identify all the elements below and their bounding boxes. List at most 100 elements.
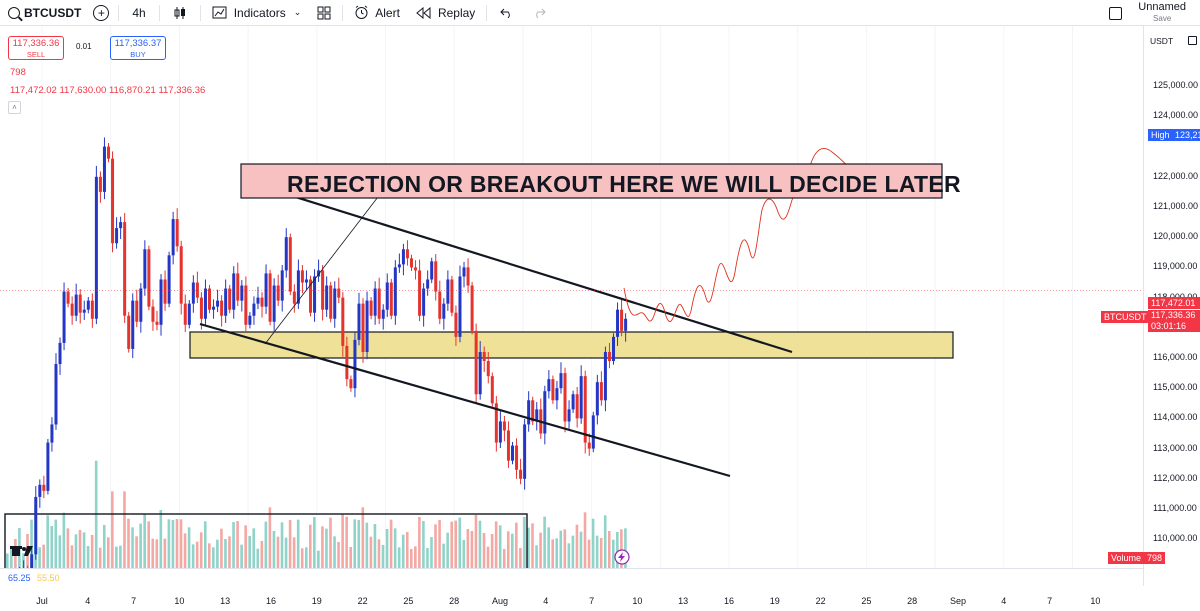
separator: [342, 4, 344, 21]
time-axis-label: 10: [1090, 596, 1101, 606]
time-axis[interactable]: Jul 4 7 10 13 16 19 22 25 28 Aug 4 7 10 13 16 19 22 25 28 Se…: [0, 596, 1143, 611]
volume-bar: [559, 530, 563, 568]
time-axis-label: 7: [589, 596, 595, 606]
candle-body: [46, 442, 50, 491]
candle-body: [466, 267, 470, 286]
volume-bar: [478, 520, 482, 568]
candle-body: [341, 297, 345, 346]
candle-body: [579, 376, 583, 419]
volume-bar: [50, 526, 54, 568]
candle-body: [248, 315, 252, 325]
volume-bar: [167, 519, 171, 568]
candle-body: [78, 294, 82, 313]
symbol-name: BTCUSDT: [24, 5, 82, 20]
volume-bar: [288, 520, 292, 568]
volume-bar: [296, 519, 300, 568]
candle-body: [478, 351, 482, 395]
undo-button[interactable]: [490, 0, 523, 26]
volume-bar: [304, 547, 308, 568]
volume-bar: [244, 525, 247, 568]
volume-bar: [58, 535, 62, 568]
candle-body: [377, 288, 381, 319]
buy-button[interactable]: 117,336.37 BUY: [110, 36, 166, 60]
candle-body: [304, 279, 308, 283]
volume-bar: [111, 491, 114, 568]
price-chart[interactable]: REJECTION OR BREAKOUT HERE WE WILL DECID…: [0, 26, 1143, 568]
volume-bar: [62, 512, 66, 568]
candle-body: [179, 246, 183, 304]
candle-body: [232, 273, 236, 310]
price-axis-label: 119,000.00: [1153, 261, 1198, 272]
volume-bar: [418, 517, 421, 568]
volume-bar: [135, 536, 138, 568]
candle-body: [240, 285, 244, 301]
time-axis-label: 28: [449, 596, 460, 606]
volume-bar: [54, 519, 58, 568]
candle-body: [422, 288, 426, 316]
candle-body: [349, 379, 353, 389]
candle-body: [296, 270, 300, 304]
price-axis-label: 125,000.00: [1153, 80, 1199, 91]
candle-body: [216, 300, 220, 307]
volume-bar: [82, 532, 86, 568]
volume-bar: [579, 531, 583, 568]
time-axis-label: 22: [357, 596, 368, 606]
alert-button[interactable]: Alert: [346, 0, 408, 26]
volume-bar: [115, 546, 118, 568]
volume-bar: [102, 525, 106, 568]
volume-bar: [410, 549, 413, 568]
current-price-tag: 117,336.36 03:01:16: [1148, 310, 1200, 332]
indicators-icon: [212, 6, 227, 18]
candle-body: [498, 421, 502, 443]
channel-upper-trendline: [240, 178, 793, 354]
volume-bar: [143, 514, 146, 568]
volume-bar: [171, 520, 175, 568]
volume-bar: [612, 539, 615, 568]
redo-button[interactable]: [523, 0, 556, 26]
volume-bar: [349, 547, 352, 568]
save-label: Save: [1153, 14, 1172, 23]
volume-bar: [30, 519, 33, 568]
volume-bar: [10, 548, 13, 568]
candle-body: [195, 282, 199, 298]
chart-type-button[interactable]: [163, 0, 197, 26]
volume-bar: [470, 531, 474, 568]
price-axis-label: 115,000.00: [1153, 382, 1198, 393]
volume-bar: [292, 537, 296, 568]
volume-bar: [248, 536, 251, 568]
indicators-button[interactable]: Indicators ⌄: [204, 0, 310, 26]
candle-body: [70, 303, 74, 316]
candlesticks: [19, 137, 628, 568]
candle-body: [397, 264, 401, 268]
volume-bar: [325, 528, 328, 568]
axis-menu-icon[interactable]: [1188, 36, 1197, 45]
layout-save-button[interactable]: Unnamed Save: [1138, 2, 1186, 24]
time-axis-label: 10: [632, 596, 643, 606]
layout-name: Unnamed: [1138, 1, 1186, 13]
layout-checkbox-icon[interactable]: [1109, 6, 1123, 20]
candle-body: [385, 282, 389, 310]
templates-button[interactable]: [309, 0, 339, 26]
volume-bar: [486, 546, 490, 568]
compare-button[interactable]: +: [87, 0, 115, 26]
separator: [118, 4, 120, 21]
candle-body: [42, 484, 46, 491]
candle-body: [38, 484, 42, 497]
volume-tag-label: Volume: [1111, 553, 1142, 563]
candle-body: [434, 261, 438, 292]
replay-button[interactable]: Replay: [408, 0, 483, 26]
candle-body: [405, 249, 409, 259]
legend-ohlc: 117,472.02 117,630.00 116,870.21 117,336…: [10, 85, 206, 96]
currency-unit: USDT: [1150, 36, 1174, 46]
lightning-icon[interactable]: [614, 549, 630, 565]
candle-body: [571, 394, 575, 410]
interval-button[interactable]: 4h: [122, 0, 155, 26]
collapse-legend-button[interactable]: ˄: [8, 101, 21, 114]
symbol-search[interactable]: BTCUSDT: [0, 0, 87, 26]
candle-body: [220, 300, 224, 316]
volume-bar: [183, 533, 187, 568]
candle-body: [531, 400, 535, 422]
volume-bar: [519, 548, 522, 568]
sell-button[interactable]: 117,336.36 SELL: [8, 36, 64, 60]
candle-body: [458, 276, 462, 337]
